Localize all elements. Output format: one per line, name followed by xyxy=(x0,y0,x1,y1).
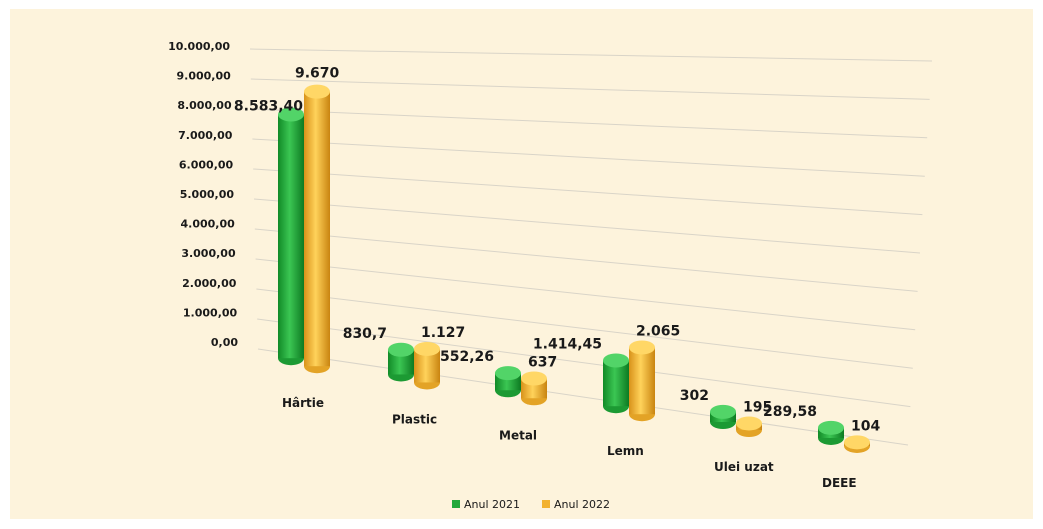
gridlines xyxy=(249,48,933,446)
gridline xyxy=(253,168,923,216)
bar-2022 xyxy=(844,435,870,453)
gridline xyxy=(256,288,913,369)
gridline xyxy=(250,78,930,100)
category-label: Lemn xyxy=(607,444,644,458)
chart-frame: 0,00 1.000,00 2.000,00 3.000,00 4.000,00 5.00… xyxy=(10,9,1033,519)
data-label: 195 xyxy=(743,399,772,415)
bar-2022 xyxy=(736,416,762,438)
bar-2021 xyxy=(818,420,844,445)
gridline xyxy=(257,318,911,408)
data-label: 289,58 xyxy=(763,404,817,420)
data-label: 830,7 xyxy=(343,326,387,342)
y-tick-label: 2.000,00 xyxy=(182,277,237,290)
y-tick-label: 10.000,00 xyxy=(168,40,230,53)
gridline xyxy=(253,198,921,254)
data-label: 637 xyxy=(528,354,557,370)
y-tick-label: 5.000,00 xyxy=(180,188,235,201)
data-label: 1.127 xyxy=(421,325,465,341)
bar-2021 xyxy=(278,107,304,366)
legend-swatch xyxy=(542,500,550,508)
legend-label: Anul 2021 xyxy=(464,498,520,511)
bars xyxy=(278,84,870,453)
y-tick-label: 9.000,00 xyxy=(177,70,232,83)
y-tick-label: 3.000,00 xyxy=(181,247,236,260)
category-labels: Hârtie Plastic Metal Lemn Ulei uzat DEEE xyxy=(282,396,857,490)
data-label: 302 xyxy=(680,388,709,404)
category-label: Metal xyxy=(499,428,537,442)
data-label: 552,26 xyxy=(440,349,494,365)
gridline xyxy=(257,348,909,446)
category-label: Ulei uzat xyxy=(714,460,774,474)
data-label: 8.583,40 xyxy=(234,98,303,114)
bar-2021 xyxy=(388,342,414,382)
bar-2022 xyxy=(414,341,440,390)
legend-item: Anul 2022 xyxy=(542,498,610,511)
y-tick-label: 1.000,00 xyxy=(183,306,238,319)
category-label: Plastic xyxy=(392,412,437,426)
data-label: 9.670 xyxy=(295,66,340,82)
gridline xyxy=(249,48,933,62)
y-tick-label: 0,00 xyxy=(211,336,238,349)
waste-chart: 0,00 1.000,00 2.000,00 3.000,00 4.000,00 5.00… xyxy=(168,40,933,511)
legend-label: Anul 2022 xyxy=(554,498,610,511)
gridline xyxy=(252,138,925,177)
gridline xyxy=(251,108,928,139)
bar-2021 xyxy=(495,366,521,398)
y-tick-label: 4.000,00 xyxy=(181,218,236,231)
bar-2021 xyxy=(710,404,736,430)
legend: Anul 2021 Anul 2022 xyxy=(452,498,610,511)
data-label: 104 xyxy=(851,418,880,434)
data-label: 1.414,45 xyxy=(533,336,602,352)
y-tick-label: 8.000,00 xyxy=(177,99,232,112)
y-tick-label: 7.000,00 xyxy=(178,129,233,142)
bar-2022 xyxy=(629,340,655,422)
category-label: Hârtie xyxy=(282,396,324,410)
legend-item: Anul 2021 xyxy=(452,498,520,511)
category-label: DEEE xyxy=(822,476,857,490)
y-tick-label: 6.000,00 xyxy=(179,158,234,171)
data-labels: 8.583,40 9.670 830,7 1.127 552,26 637 1.414,45… xyxy=(234,66,881,435)
data-label: 2.065 xyxy=(636,323,680,339)
bar-2022 xyxy=(304,84,330,374)
legend-swatch xyxy=(452,500,460,508)
y-axis-ticks: 0,00 1.000,00 2.000,00 3.000,00 4.000,00 5.00… xyxy=(168,40,238,349)
gridline xyxy=(254,228,918,292)
gridline xyxy=(255,258,916,331)
bar-2021 xyxy=(603,353,629,414)
bar-2022 xyxy=(521,371,547,406)
